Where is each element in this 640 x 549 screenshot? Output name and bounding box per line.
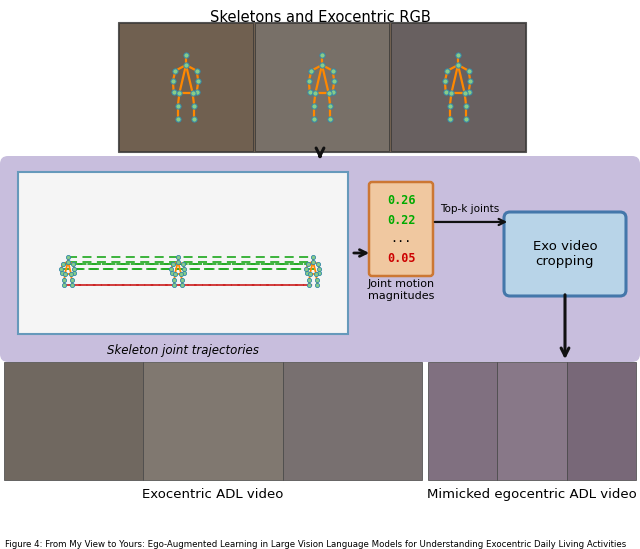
FancyBboxPatch shape [18,172,348,334]
FancyBboxPatch shape [497,362,566,480]
FancyBboxPatch shape [119,23,253,151]
Text: 0.26: 0.26 [387,194,415,208]
Text: Skeleton joint trajectories: Skeleton joint trajectories [107,344,259,357]
Text: 0.05: 0.05 [387,251,415,265]
FancyBboxPatch shape [118,22,526,152]
FancyBboxPatch shape [283,362,422,480]
Text: Skeletons and Exocentric RGB: Skeletons and Exocentric RGB [210,10,430,25]
Text: Mimicked egocentric ADL video: Mimicked egocentric ADL video [427,488,637,501]
FancyBboxPatch shape [391,23,525,151]
FancyBboxPatch shape [504,212,626,296]
FancyBboxPatch shape [143,362,283,480]
FancyBboxPatch shape [369,182,433,276]
Text: Figure 4: From My View to Yours: Ego-Augmented Learning in Large Vision Language: Figure 4: From My View to Yours: Ego-Aug… [5,540,627,549]
Text: Exo video
cropping: Exo video cropping [532,240,597,268]
Text: ...: ... [390,232,412,245]
Text: 0.22: 0.22 [387,214,415,227]
FancyBboxPatch shape [428,362,497,480]
FancyBboxPatch shape [4,362,143,480]
Text: Exocentric ADL video: Exocentric ADL video [142,488,284,501]
FancyBboxPatch shape [0,156,640,362]
Text: Joint motion
magnitudes: Joint motion magnitudes [367,279,435,301]
FancyBboxPatch shape [255,23,389,151]
FancyBboxPatch shape [566,362,636,480]
Text: Top-k joints: Top-k joints [440,204,500,214]
